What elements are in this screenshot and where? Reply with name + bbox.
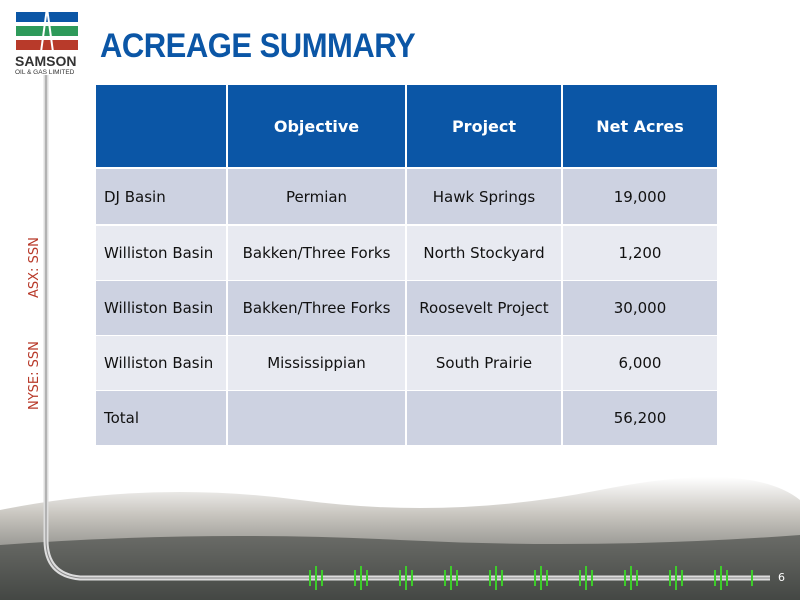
fractures xyxy=(309,566,753,590)
side-label: ASX: SSN xyxy=(27,237,42,298)
logo-name: SAMSON xyxy=(15,53,77,69)
table-cell: 30,000 xyxy=(563,281,717,335)
page-number: 6 xyxy=(778,571,785,584)
empty-cell xyxy=(96,85,226,167)
table-cell: South Prairie xyxy=(407,336,561,390)
table-cell: Project xyxy=(407,85,561,167)
table-cell: Hawk Springs xyxy=(407,169,561,224)
table-cell: Bakken/Three Forks xyxy=(228,281,405,335)
table-cell: Permian xyxy=(228,169,405,224)
table-cell: Net Acres xyxy=(563,85,717,167)
table-cell: North Stockyard xyxy=(407,226,561,280)
table-cell: Williston Basin xyxy=(96,336,226,390)
table-cell: Bakken/Three Forks xyxy=(228,226,405,280)
wellbore-edge xyxy=(45,75,770,579)
table-cell: 19,000 xyxy=(563,169,717,224)
table-cell: 1,200 xyxy=(563,226,717,280)
table-cell: Mississippian xyxy=(228,336,405,390)
logo-subtitle: OIL & GAS LIMITED xyxy=(15,69,75,76)
table-cell: Total xyxy=(96,391,226,445)
table-cell: DJ Basin xyxy=(96,169,226,224)
ground xyxy=(0,535,800,600)
table-cell: Roosevelt Project xyxy=(407,281,561,335)
table-cell: 56,200 xyxy=(563,391,717,445)
title: ACREAGE SUMMARY xyxy=(100,26,416,65)
empty-cell xyxy=(228,391,405,445)
side-label: NYSE: SSN xyxy=(27,341,42,410)
table-cell: Williston Basin xyxy=(96,281,226,335)
table-cell: Williston Basin xyxy=(96,226,226,280)
table-cell: Objective xyxy=(228,85,405,167)
empty-cell xyxy=(407,391,561,445)
logo-mark xyxy=(16,7,78,53)
table-cell: 6,000 xyxy=(563,336,717,390)
